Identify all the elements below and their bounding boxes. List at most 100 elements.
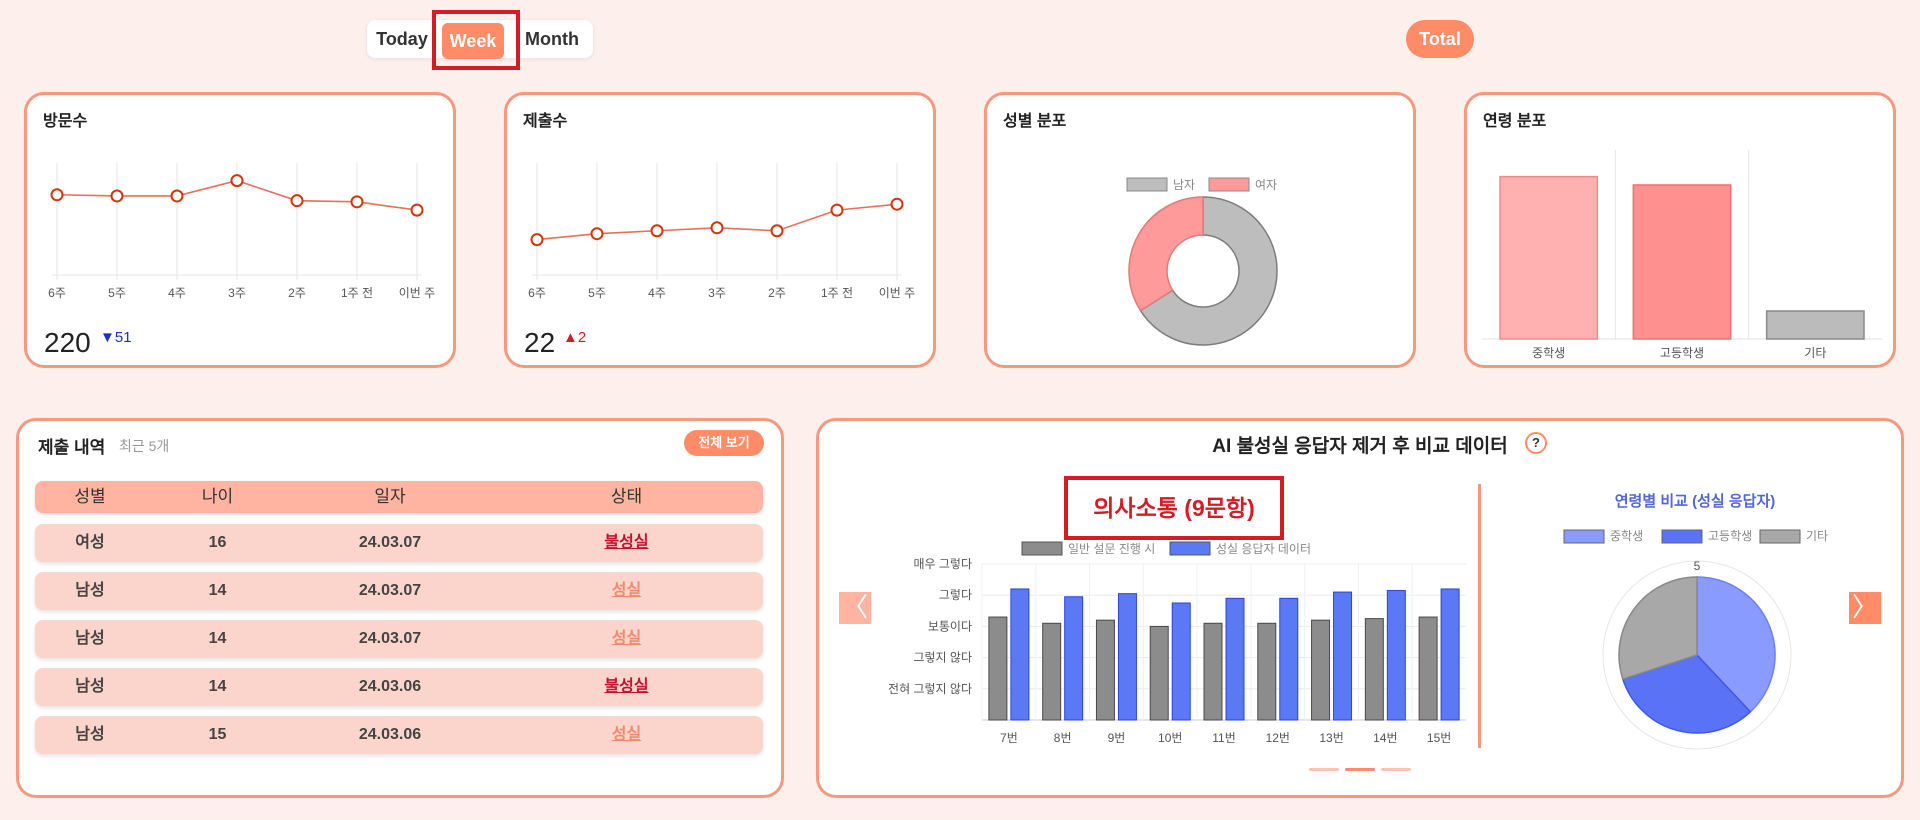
visits-data-point [50, 188, 64, 202]
row-gender: 남성 [75, 630, 105, 647]
visits-x-tick: 이번 주 [399, 286, 435, 300]
history-table-header: 성별 나이 일자 상태 [35, 481, 763, 513]
gender-slice-0 [1139, 196, 1278, 346]
section-divider [1478, 484, 1481, 748]
age-x-tick: 기타 [1804, 346, 1826, 360]
visits-card: 방문수 6주 5주 4주 3주 2주 1주 전 이번 주 220 ▼51 [24, 92, 456, 368]
submissions-delta: ▲2 [563, 329, 587, 346]
submissions-data-point [590, 227, 604, 241]
submissions-x-tick: 5주 [588, 286, 606, 300]
submissions-x-tick: 4주 [648, 286, 666, 300]
period-selector: Today Week Month [367, 20, 593, 59]
visits-x-tick: 5주 [108, 286, 126, 300]
gender-legend-label: 남자 [1173, 178, 1195, 192]
row-status-link[interactable]: 성실 [611, 630, 642, 647]
row-age: 15 [208, 726, 227, 743]
row-status-link[interactable]: 성실 [611, 726, 642, 743]
history-card: 제출 내역 최근 5개 전체 보기 성별 나이 일자 상태 여성 16 24.0… [16, 418, 784, 798]
row-status-link[interactable]: 성실 [611, 582, 642, 599]
row-age: 14 [208, 630, 227, 647]
submissions-x-tick: 3주 [708, 286, 726, 300]
gender-legend-label: 여자 [1255, 178, 1277, 192]
submissions-total: 22 [524, 327, 556, 358]
next-arrow-button[interactable]: 〉 [1849, 592, 1881, 624]
row-status-link[interactable]: 불성실 [604, 534, 649, 551]
row-date: 24.03.06 [358, 726, 422, 743]
age-x-tick: 중학생 [1532, 346, 1565, 360]
carousel-dot-2[interactable] [1345, 768, 1375, 771]
row-age: 14 [208, 678, 227, 695]
visits-delta: ▼51 [100, 329, 132, 346]
visits-x-tick: 3주 [228, 286, 246, 300]
visits-data-point [290, 194, 304, 208]
gender-title: 성별 분포 [1003, 113, 1067, 130]
row-status-link[interactable]: 불성실 [604, 678, 649, 695]
period-month-button[interactable]: Month [525, 29, 579, 49]
period-today-button[interactable]: Today [376, 29, 428, 49]
submissions-x-tick: 1주 전 [821, 286, 853, 300]
submissions-data-point [530, 233, 544, 247]
submissions-line-chart: 6주 5주 4주 3주 2주 1주 전 이번 주 [528, 163, 915, 300]
table-row: 남성 14 24.03.07 성실 [35, 620, 763, 658]
age-bar [1632, 184, 1732, 340]
visits-data-point [110, 189, 124, 203]
section-label: 의사소통 (9문항) [1064, 476, 1284, 540]
prev-arrow-button[interactable]: 〈 [839, 592, 871, 624]
history-subtitle: 최근 5개 [119, 438, 170, 454]
row-age: 14 [208, 582, 227, 599]
visits-data-point [410, 203, 424, 217]
age-x-tick: 고등학생 [1660, 346, 1704, 360]
submissions-data-point [890, 197, 904, 211]
visits-title: 방문수 [43, 113, 88, 130]
view-all-button[interactable]: 전체 보기 [684, 430, 764, 456]
up-arrow-icon: ▲ [563, 329, 578, 346]
submissions-x-tick: 이번 주 [879, 286, 915, 300]
total-button[interactable]: Total [1406, 20, 1474, 58]
visits-line-chart: 6주 5주 4주 3주 2주 1주 전 이번 주 [48, 163, 435, 300]
submissions-data-point [830, 203, 844, 217]
row-date: 24.03.06 [358, 678, 422, 695]
visits-data-point [350, 195, 364, 209]
carousel-dot-1[interactable] [1309, 768, 1339, 771]
table-row: 남성 14 24.03.07 성실 [35, 572, 763, 610]
help-icon[interactable]: ? [1525, 432, 1547, 454]
row-gender: 남성 [75, 726, 105, 743]
gender-card: 성별 분포 남자 여자 [984, 92, 1416, 368]
visits-x-tick: 6주 [48, 286, 66, 300]
down-arrow-icon: ▼ [100, 329, 115, 346]
row-date: 24.03.07 [358, 582, 422, 599]
row-gender: 남성 [75, 582, 105, 599]
row-gender: 남성 [75, 678, 105, 695]
history-title: 제출 내역 [38, 438, 106, 457]
visits-total: 220 [44, 327, 91, 358]
age-bar-chart: 중학생 고등학생 기타 [1482, 150, 1882, 360]
submissions-x-tick: 2주 [768, 286, 786, 300]
header-gender: 성별 [74, 487, 106, 506]
submissions-data-point [710, 221, 724, 235]
gender-legend-swatch [1126, 177, 1168, 192]
header-date: 일자 [374, 487, 406, 506]
period-week-button[interactable]: Week [442, 23, 504, 59]
gender-slice-1 [1128, 196, 1204, 312]
table-row: 남성 14 24.03.06 불성실 [35, 668, 763, 706]
submissions-card: 제출수 6주 5주 4주 3주 2주 1주 전 이번 주 22 ▲2 [504, 92, 936, 368]
visits-x-tick: 4주 [168, 286, 186, 300]
header-status: 상태 [610, 487, 643, 506]
age-title: 연령 분포 [1483, 113, 1547, 130]
row-age: 16 [208, 534, 227, 551]
row-date: 24.03.07 [358, 534, 422, 551]
table-row: 여성 16 24.03.07 불성실 [35, 524, 763, 562]
table-row: 남성 15 24.03.06 성실 [35, 716, 763, 754]
gender-donut-chart: 남자 여자 [1126, 177, 1278, 346]
age-bar [1765, 310, 1865, 340]
header-age: 나이 [201, 487, 234, 506]
submissions-x-tick: 6주 [528, 286, 546, 300]
visits-x-tick: 2주 [288, 286, 306, 300]
visits-data-point [170, 189, 184, 203]
submissions-title: 제출수 [523, 113, 568, 130]
submissions-data-point [770, 224, 784, 238]
age-card: 연령 분포 중학생 고등학생 기타 [1464, 92, 1896, 368]
carousel-dot-3[interactable] [1381, 768, 1411, 771]
visits-x-tick: 1주 전 [341, 286, 373, 300]
row-date: 24.03.07 [358, 630, 422, 647]
